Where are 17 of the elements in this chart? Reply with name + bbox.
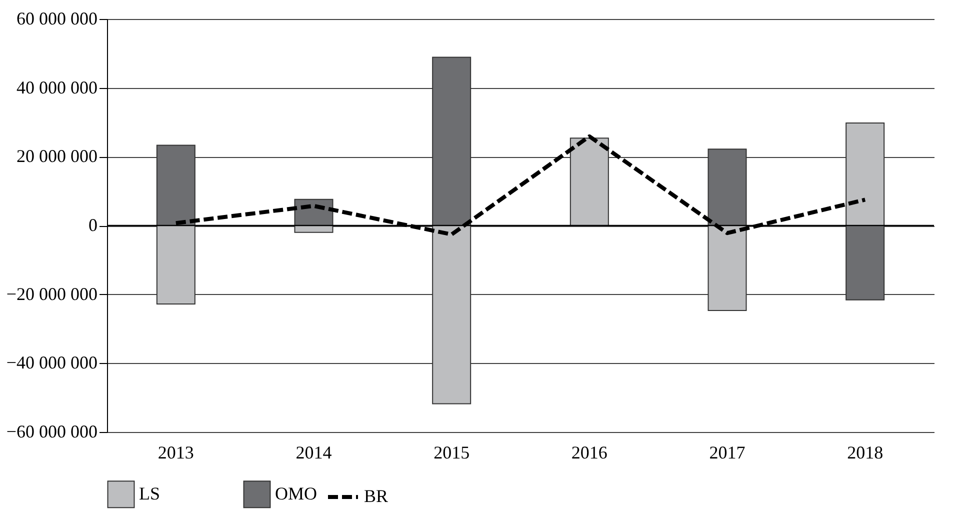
x-tick-label: 2017: [709, 442, 746, 462]
legend-label: OMO: [275, 483, 318, 504]
x-tick-label: 2016: [571, 442, 608, 462]
y-tick-label: −20 000 000: [6, 284, 98, 304]
x-tick-label: 2018: [847, 442, 884, 462]
y-tick-label: 40 000 000: [16, 77, 98, 98]
y-tick-label: −60 000 000: [6, 422, 98, 442]
y-tick-label: 60 000 000: [16, 8, 98, 28]
y-tick-label: 0: [88, 215, 98, 235]
y-tick-label: 20 000 000: [16, 146, 98, 166]
bar: [570, 138, 609, 226]
x-tick-label: 2014: [296, 442, 332, 462]
x-tick-label: 2015: [434, 442, 470, 462]
legend-label: LS: [139, 483, 160, 504]
legend-label: BR: [364, 486, 388, 506]
x-tick-label: 2013: [158, 442, 194, 462]
y-tick-label: −40 000 000: [6, 352, 98, 373]
